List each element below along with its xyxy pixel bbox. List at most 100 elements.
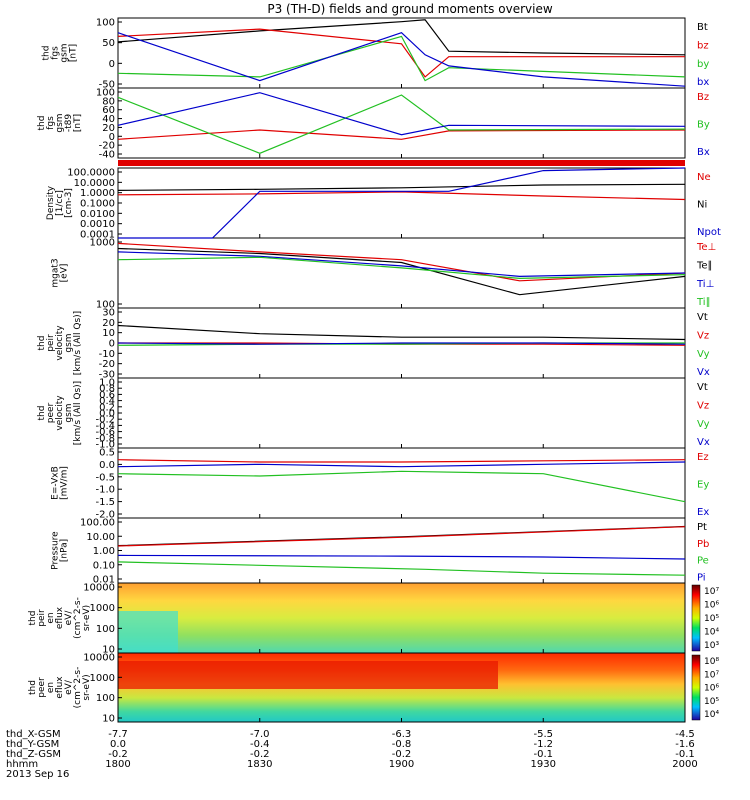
panel-frame [117, 517, 686, 584]
y-axis-title: (cm^2-s- [73, 667, 83, 709]
axis-tick-value: 1900 [389, 759, 414, 770]
y-axis-title: fgs [51, 46, 61, 60]
legend-Pt: Pt [697, 522, 707, 533]
y-tick-label: 100.00 [80, 518, 115, 529]
y-tick-label: 0.10 [93, 560, 115, 571]
y-axis-title: (cm^2-s- [73, 597, 83, 639]
panel-peer-eflux: 10000 1000 100 10 thd peer en eflux eV/(cm^2-s-s… [28, 652, 719, 725]
y-axis-title: eflux [55, 606, 65, 629]
series-Bx [117, 92, 686, 136]
colorbar-label: 10⁷ [704, 670, 719, 680]
series-Te⊥ [117, 242, 686, 282]
series-Bz [117, 129, 686, 140]
y-tick-label: 0.01 [93, 575, 115, 586]
y-axis-title: gsm [64, 333, 74, 352]
colorbar-label: 10³ [704, 641, 719, 651]
colorbar-label: 10⁶ [704, 601, 719, 611]
series-Ey [117, 470, 686, 503]
spectrogram-peir [118, 583, 685, 653]
legend-Pb: Pb [697, 539, 709, 550]
y-axis-title: [nT] [73, 114, 83, 132]
y-tick-label: 100 [96, 88, 115, 99]
y-axis-title: velocity [55, 395, 65, 431]
axis-tick-value: -0.2 [392, 749, 412, 760]
y-tick-label: 1000 [90, 673, 115, 684]
y-tick-label: 10.0000 [74, 178, 115, 189]
y-tick-label: -1.0 [95, 485, 115, 496]
y-axis-title: en [46, 682, 56, 693]
y-axis-title: thd [37, 406, 47, 421]
legend-Vy: Vy [697, 419, 710, 430]
y-axis-title: eV/ [64, 679, 74, 695]
panel-efield: 0.50.0-0.5 -1.0-1.5 -2.0 E=-VxB [mV/m] Ez Ey Ex [51, 447, 709, 521]
y-tick-label: 0 [109, 59, 115, 70]
y-axis-title: E=-VxB [51, 466, 61, 500]
axis-row-label: hhmm [6, 759, 38, 770]
axis-tick-value: -6.3 [392, 729, 412, 740]
axis-row-label: 2013 Sep 16 [6, 769, 69, 780]
series-Ez [117, 459, 686, 463]
axis-tick-value: 2000 [672, 759, 697, 770]
legend-Pe: Pe [697, 556, 709, 567]
y-tick-label: 0.0100 [80, 209, 115, 220]
y-tick-label: 10000 [83, 653, 115, 664]
axis-tick-value: -0.1 [675, 749, 695, 760]
series-by [117, 35, 686, 82]
y-axis-title: [nT] [69, 44, 79, 62]
y-tick-label: 20 [102, 318, 115, 329]
y-tick-label: -0.8 [95, 433, 115, 444]
y-tick-label: -0.2 [95, 415, 115, 426]
y-tick-label: 0.0001 [80, 230, 115, 241]
y-axis-title: thd [42, 46, 52, 61]
y-tick-label: 10 [102, 714, 115, 725]
y-axis-title: sr-eV) [82, 605, 92, 631]
y-tick-label: 10 [102, 328, 115, 339]
y-axis-title: fgs [46, 116, 56, 130]
y-tick-label: 1.0 [99, 378, 115, 389]
series-Npot [118, 167, 686, 239]
axis-tick-value: -4.5 [675, 729, 695, 740]
figure-title: P3 (TH-D) fields and ground moments over… [267, 2, 552, 16]
y-axis-title: gsm [64, 403, 74, 422]
y-axis-title: [cm-3] [64, 188, 74, 218]
legend-Ez: Ez [697, 452, 709, 463]
panel-density: 100.000010.00001.00000.10000.01000.00100… [46, 167, 721, 241]
y-tick-label: -20 [99, 359, 115, 370]
series-Ti∥ [117, 256, 686, 280]
y-axis-title: thd [28, 611, 38, 626]
legend-Vz: Vz [697, 330, 709, 341]
spectrogram-peir-lowband [118, 611, 178, 653]
y-tick-label: 100 [96, 300, 115, 311]
spectrogram-peer-highflux [118, 661, 498, 689]
y-tick-label: -0.5 [95, 472, 115, 483]
legend-Vx: Vx [697, 367, 710, 378]
y-axis-title: -t89 [64, 114, 74, 133]
colorbar-label: 10⁸ [704, 657, 719, 667]
y-tick-label: 80 [102, 96, 115, 107]
y-axis-title: thd [37, 116, 47, 131]
y-tick-label: 100 [96, 18, 115, 29]
axis-row-label: thd_Y-GSM [6, 739, 59, 750]
y-axis-title: [eV] [60, 264, 70, 283]
y-tick-label: 100 [96, 624, 115, 635]
y-tick-label: 30 [102, 308, 115, 319]
y-tick-label: 0.0010 [80, 219, 115, 230]
panel-peer-velocity: 1.00.80.60.40.20.0-0.2-0.4-0.6-0.8-1.0 th… [37, 377, 710, 451]
colorbar-label: 10⁷ [704, 587, 719, 597]
y-tick-label: 0.4 [99, 396, 115, 407]
legend-Bt: Bt [697, 22, 708, 33]
y-tick-label: 0.0 [99, 409, 115, 420]
legend-Te∥: Te∥ [696, 260, 713, 271]
colorbar-label: 10⁴ [704, 628, 719, 638]
y-axis-title: peir [37, 609, 47, 627]
colorbar [691, 654, 701, 721]
axis-tick-value: -1.2 [533, 739, 553, 750]
y-tick-label: -0.4 [95, 421, 115, 432]
series-Ne [117, 191, 686, 201]
legend-By: By [697, 120, 710, 131]
y-axis-title: thd [37, 336, 47, 351]
y-tick-label: -10 [99, 349, 115, 360]
series-By [117, 94, 686, 154]
